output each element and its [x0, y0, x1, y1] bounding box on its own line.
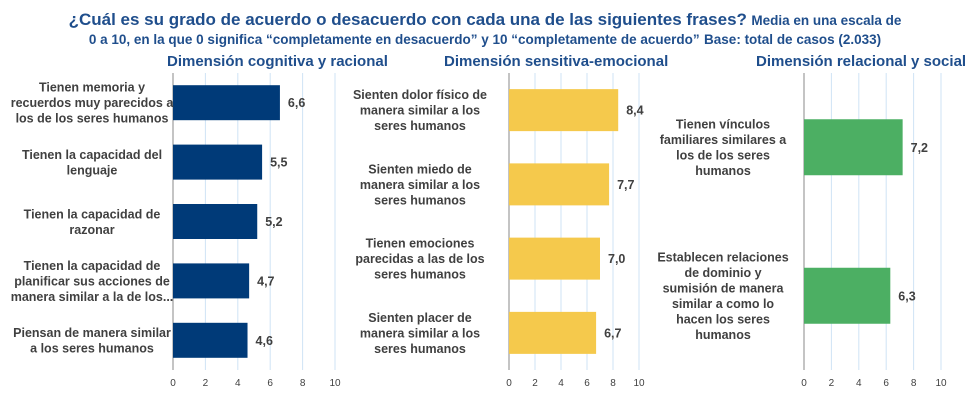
bar: [173, 263, 250, 299]
panel-title-sensitiva: Dimensión sensitiva-emocional: [444, 53, 669, 70]
data-label: 5,2: [265, 215, 282, 229]
bar: [173, 204, 258, 239]
data-label: 6,7: [604, 326, 621, 340]
x-tick-label: 6: [883, 378, 889, 389]
x-tick-label: 2: [829, 378, 835, 389]
bar: [173, 85, 280, 121]
bar: [173, 144, 263, 180]
x-tick-label: 2: [532, 378, 538, 389]
category-label: Tienen la capacidad de planificar sus acc…: [11, 259, 174, 304]
bar: [804, 267, 891, 324]
x-tick-label: 4: [235, 378, 241, 389]
x-tick-label: 10: [935, 378, 947, 389]
title-base: Base: total de casos (2.033): [704, 32, 882, 47]
data-label: 4,6: [256, 334, 273, 348]
title-note: Media en una escala de: [751, 13, 902, 28]
category-label: Sienten placer de manera similar a los ser…: [360, 311, 480, 356]
data-label: 4,7: [257, 274, 274, 288]
category-label: Tienen la capacidad del lenguaje: [22, 148, 162, 178]
data-label: 7,0: [608, 252, 625, 266]
x-tick-label: 0: [506, 378, 512, 389]
data-label: 7,2: [911, 141, 928, 155]
data-label: 6,6: [288, 96, 305, 110]
bar: [509, 163, 610, 206]
data-label: 8,4: [626, 104, 643, 118]
x-tick-label: 6: [267, 378, 273, 389]
x-tick-label: 8: [911, 378, 917, 389]
chart-title: ¿Cuál es su grado de acuerdo o desacuerd…: [0, 10, 970, 49]
category-label: Tienen vínculos familiares similares a los…: [660, 118, 788, 179]
x-tick-label: 8: [300, 378, 306, 389]
x-tick-label: 6: [584, 378, 590, 389]
x-tick-label: 0: [170, 378, 176, 389]
panel-title-cognitiva: Dimensión cognitiva y racional: [167, 53, 388, 70]
category-label: Sienten miedo de manera similar a los sere…: [360, 162, 480, 207]
bar: [804, 119, 903, 176]
bar: [509, 237, 600, 280]
x-tick-label: 2: [203, 378, 209, 389]
category-label: Piensan de manera similar a los seres hum…: [13, 326, 171, 356]
title-line2: 0 a 10, en la que 0 significa “completam…: [88, 32, 700, 47]
x-tick-label: 4: [558, 378, 564, 389]
x-tick-label: 10: [329, 378, 341, 389]
category-label: Tienen la capacidad de razonar: [24, 207, 161, 237]
bar: [509, 89, 619, 132]
title-main: ¿Cuál es su grado de acuerdo o desacuerd…: [68, 10, 747, 29]
x-tick-label: 10: [633, 378, 645, 389]
category-label: Sienten dolor físico de manera similar a …: [353, 88, 487, 133]
x-tick-label: 0: [801, 378, 807, 389]
x-tick-label: 8: [610, 378, 616, 389]
category-label: Tienen emociones parecidas a las de los se…: [355, 237, 484, 282]
bar: [509, 311, 597, 354]
bar: [173, 322, 248, 358]
panel-title-relacional: Dimensión relacional y social: [756, 53, 967, 70]
data-label: 7,7: [617, 178, 634, 192]
data-label: 6,3: [898, 289, 915, 303]
category-label: Tienen memoria y recuerdos muy parecidos …: [11, 81, 175, 126]
data-label: 5,5: [270, 156, 287, 170]
category-label: Establecen relaciones de dominio y sumisió…: [657, 251, 788, 343]
x-tick-label: 4: [856, 378, 862, 389]
